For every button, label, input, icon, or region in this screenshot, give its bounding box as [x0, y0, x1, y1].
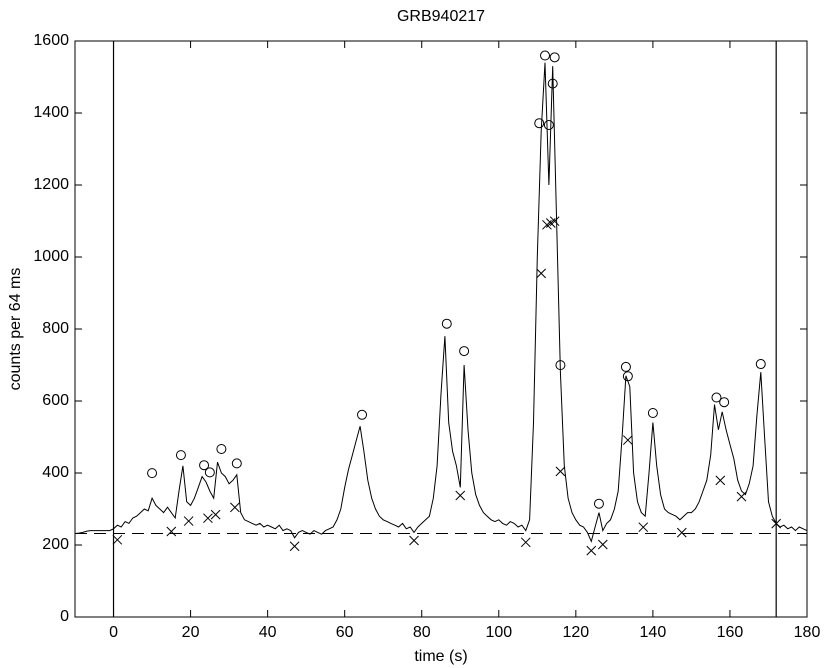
y-tick-label: 600: [42, 392, 69, 409]
x-tick-label: 140: [640, 624, 667, 641]
trough-marker: [597, 539, 608, 550]
peak-marker: [620, 361, 631, 372]
peak-marker: [357, 409, 368, 420]
peak-marker: [441, 318, 452, 329]
x-tick-label: 80: [413, 624, 431, 641]
trough-marker: [715, 475, 726, 486]
trough-marker: [555, 466, 566, 477]
trough-marker: [520, 537, 531, 548]
peak-marker: [555, 360, 566, 371]
x-tick-label: 20: [182, 624, 200, 641]
y-axis-label: counts per 64 ms: [7, 268, 24, 391]
trough-marker: [183, 516, 194, 526]
peak-marker: [204, 467, 215, 478]
trough-marker: [771, 518, 782, 529]
peak-marker: [755, 359, 766, 370]
peak-marker: [216, 444, 227, 454]
peak-marker: [719, 397, 730, 408]
trough-marker: [166, 526, 177, 537]
trough-marker: [409, 535, 419, 546]
x-axis-label: time (s): [414, 648, 467, 665]
peak-marker: [593, 498, 604, 509]
chart-title: GRB940217: [397, 8, 485, 25]
y-tick-label: 1600: [33, 32, 69, 49]
peak-marker: [549, 52, 560, 63]
trough-marker: [536, 268, 547, 279]
x-tick-label: 160: [717, 624, 744, 641]
peak-marker: [547, 78, 558, 89]
peak-marker: [711, 392, 722, 403]
y-tick-label: 800: [42, 320, 69, 337]
y-tick-label: 400: [42, 464, 69, 481]
trough-marker: [622, 435, 633, 445]
peak-marker: [459, 346, 470, 357]
peak-marker: [622, 371, 633, 382]
y-tick-label: 1200: [33, 176, 69, 193]
x-tick-label: 100: [485, 624, 512, 641]
x-tick-label: 120: [562, 624, 589, 641]
trough-marker: [210, 509, 221, 520]
trough-marker: [203, 513, 213, 524]
y-tick-label: 1000: [33, 248, 69, 265]
trough-marker: [289, 541, 300, 552]
trough-marker: [112, 534, 123, 545]
peak-marker: [231, 458, 242, 469]
trough-marker: [586, 545, 597, 556]
y-tick-label: 0: [60, 608, 69, 625]
trough-marker: [676, 527, 687, 538]
trough-marker: [736, 491, 747, 502]
x-tick-label: 180: [794, 624, 821, 641]
x-tick-label: 40: [259, 624, 277, 641]
peak-marker: [543, 120, 554, 130]
y-tick-label: 1400: [33, 104, 69, 121]
peak-marker: [534, 118, 545, 129]
plot-frame: [74, 40, 808, 618]
x-tick-label: 60: [336, 624, 354, 641]
trough-marker: [549, 216, 560, 227]
peak-marker: [647, 408, 658, 418]
x-tick-label: 0: [109, 624, 118, 641]
light-curve: [74, 62, 808, 543]
trough-marker: [638, 522, 649, 533]
peak-marker: [199, 460, 210, 471]
peak-marker: [147, 468, 158, 479]
trough-marker: [455, 490, 466, 501]
trough-marker: [230, 502, 240, 513]
y-tick-label: 200: [42, 536, 69, 553]
peak-marker: [175, 450, 186, 461]
peak-marker: [540, 50, 551, 61]
